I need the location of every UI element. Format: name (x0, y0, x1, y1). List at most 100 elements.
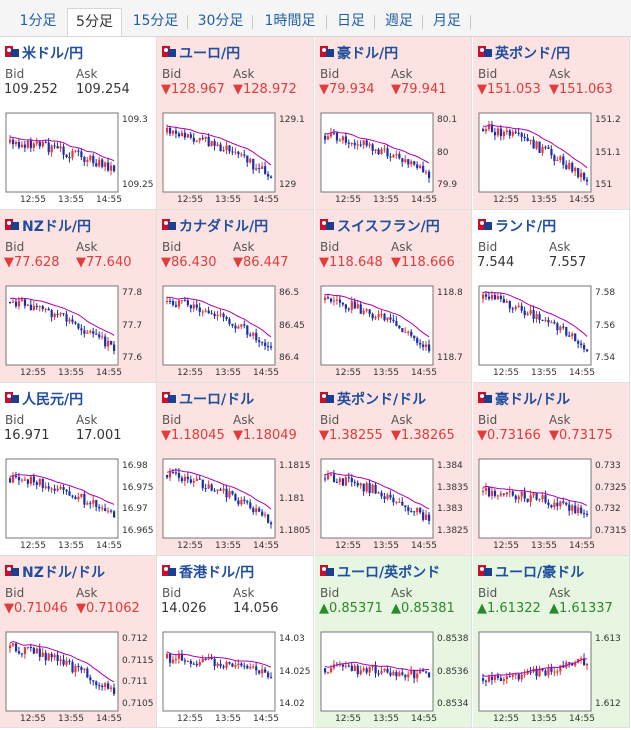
pair-name-link[interactable]: カナダドル/円 (179, 219, 269, 235)
x-tick-label: 13:55 (373, 195, 399, 205)
candle-body (571, 663, 574, 666)
candle-body (565, 164, 568, 169)
candle-body (374, 484, 377, 494)
rate-card[interactable]: カナダドル/円 Bid Ask ▼86.430 ▼86.447 86.5 86.45 86.4… (157, 210, 314, 383)
candle-body (213, 490, 216, 492)
pair-name-link[interactable]: ユーロ/豪ドル (495, 565, 585, 581)
bid-label: Bid (478, 413, 498, 427)
bid-label: Bid (162, 413, 182, 427)
candle-body (374, 149, 377, 151)
plot-frame (320, 631, 434, 712)
pair-name-link[interactable]: 英ポンド/ドル (337, 392, 427, 408)
y-tick-label: 79.9 (437, 180, 458, 190)
tab-3[interactable]: 30分足 (189, 8, 253, 36)
pair-name-link[interactable]: 豪ドル/円 (337, 46, 399, 62)
x-tick-label: 13:55 (531, 368, 557, 378)
tab-1[interactable]: 5分足 (67, 8, 122, 36)
pair-name-link[interactable]: 人民元/円 (22, 392, 84, 408)
rate-card[interactable]: 豪ドル/円 Bid Ask ▼79.934 ▼79.941 80.1 80 79.9 12:55… (315, 37, 472, 210)
x-tick-label: 14:55 (96, 195, 122, 205)
candle-body (26, 140, 30, 148)
rate-card[interactable]: 英ポンド/円 Bid Ask ▼151.053 ▼151.063 151.2 151.1 15… (473, 37, 630, 210)
candle-body (20, 299, 24, 301)
candle-body (356, 665, 359, 675)
rate-card[interactable]: ユーロ/ドル Bid Ask ▼1.18045 ▼1.18049 1.1815 1.181 1… (157, 383, 314, 556)
rate-card[interactable]: スイスフラン/円 Bid Ask ▼118.648 ▼118.666 118.8 118.7… (315, 210, 472, 383)
rate-card[interactable]: 米ドル/円 Bid Ask 109.252 109.254 109.3 109.25 12:5… (0, 37, 157, 210)
candle-body (586, 349, 589, 352)
candle-body (53, 488, 56, 491)
tab-2[interactable]: 15分足 (124, 8, 188, 36)
moving-average-line (166, 651, 272, 668)
candle-body (341, 136, 345, 141)
pair-name-link[interactable]: NZドル/ドル (22, 565, 105, 581)
currency-flag-icon (478, 392, 492, 403)
y-tick-label: 14.02 (279, 699, 305, 709)
bid-number: 0.71046 (14, 601, 68, 616)
pair-name-link[interactable]: NZドル/円 (22, 219, 91, 235)
pair-name-link[interactable]: 豪ドル/ドル (495, 392, 571, 408)
candle-body (553, 322, 556, 324)
x-tick-label: 12:55 (177, 195, 203, 205)
candle-body (422, 512, 425, 520)
tab-label: 週足 (385, 13, 413, 29)
rate-card[interactable]: NZドル/ドル Bid Ask ▼0.71046 ▼0.71062 0.712 0.7115… (0, 556, 157, 728)
rate-card[interactable]: 人民元/円 Bid Ask 16.971 17.001 16.98 16.975 16.97 1… (0, 383, 157, 556)
candle-body (502, 679, 505, 682)
tab-4[interactable]: 1時間足 (254, 8, 327, 36)
rate-card[interactable]: NZドル/円 Bid Ask ▼77.628 ▼77.640 77.8 77.7 77.6 12… (0, 210, 157, 383)
rate-card[interactable]: ランド/円 Bid Ask 7.544 7.557 7.58 7.56 7.54 12:55 13… (473, 210, 630, 383)
tab-0[interactable]: 1分足 (11, 8, 65, 36)
candle-body (568, 335, 571, 337)
pair-name-link[interactable]: 香港ドル/円 (179, 565, 255, 581)
pair-name-link[interactable]: ユーロ/ドル (179, 392, 255, 408)
pair-name-link[interactable]: ランド/円 (495, 219, 557, 235)
candle-body (353, 301, 356, 309)
rate-card[interactable]: 英ポンド/ドル Bid Ask ▼1.38255 ▼1.38265 1.384 1.3835… (315, 383, 472, 556)
candle-body (326, 474, 330, 480)
rate-card[interactable]: ユーロ/円 Bid Ask ▼128.967 ▼128.972 129.1 129 12:55… (157, 37, 314, 210)
rate-card[interactable]: 豪ドル/ドル Bid Ask ▼0.73166 ▼0.73175 0.733 0.7325 0… (473, 383, 630, 556)
candle-body (9, 645, 12, 649)
tab-7[interactable]: 月足 (424, 8, 471, 36)
candle-body (416, 338, 419, 344)
rate-card[interactable]: 香港ドル/円 Bid Ask 14.026 14.056 14.03 14.025 14.02… (157, 556, 314, 728)
candle-body (29, 140, 32, 148)
candle-body (580, 658, 583, 660)
bid-number: 151.053 (487, 82, 541, 97)
rate-card[interactable]: ユーロ/英ポンド Bid Ask ▲0.85371 ▲0.85381 0.8538 0.85… (315, 556, 472, 728)
candle-body (577, 167, 580, 178)
candle-body (374, 317, 377, 319)
rate-card[interactable]: ユーロ/豪ドル Bid Ask ▲1.61322 ▲1.61337 1.613 1.612 1… (473, 556, 630, 728)
pair-name-link[interactable]: 米ドル/円 (22, 46, 84, 62)
candle-body (255, 332, 258, 341)
candle-body (59, 487, 62, 489)
pair-name-link[interactable]: 英ポンド/円 (495, 46, 571, 62)
timeframe-tabs: 1分足 5分足 15分足 30分足 1時間足 日足 週足 月足 (0, 0, 631, 37)
pair-name-link[interactable]: ユーロ/円 (179, 46, 241, 62)
currency-flag-icon (478, 46, 492, 57)
candle-body (324, 478, 327, 480)
candle-body (368, 483, 371, 493)
tab-divider (326, 15, 327, 29)
ask-number: 109.254 (76, 82, 130, 97)
pair-name-link[interactable]: スイスフラン/円 (337, 219, 440, 235)
candle-body (511, 308, 514, 310)
tab-5[interactable]: 日足 (328, 8, 375, 36)
y-tick-label: 1.181 (279, 493, 305, 504)
candle-body (74, 322, 77, 324)
candle-body (35, 305, 38, 307)
moving-average-line (324, 661, 430, 672)
candle-body (425, 514, 428, 520)
candle-body (207, 657, 210, 660)
y-tick-label: 0.8534 (437, 699, 469, 709)
y-tick-label: 0.732 (595, 504, 621, 515)
y-tick-label: 1.383 (437, 504, 463, 515)
candle-body (261, 669, 264, 674)
pair-name-link[interactable]: ユーロ/英ポンド (337, 565, 441, 581)
tab-6[interactable]: 週足 (376, 8, 423, 36)
candle-body (35, 648, 38, 654)
candlestick-chart (320, 458, 434, 539)
moving-average-line (166, 296, 272, 338)
y-tick-label: 118.7 (437, 353, 463, 363)
